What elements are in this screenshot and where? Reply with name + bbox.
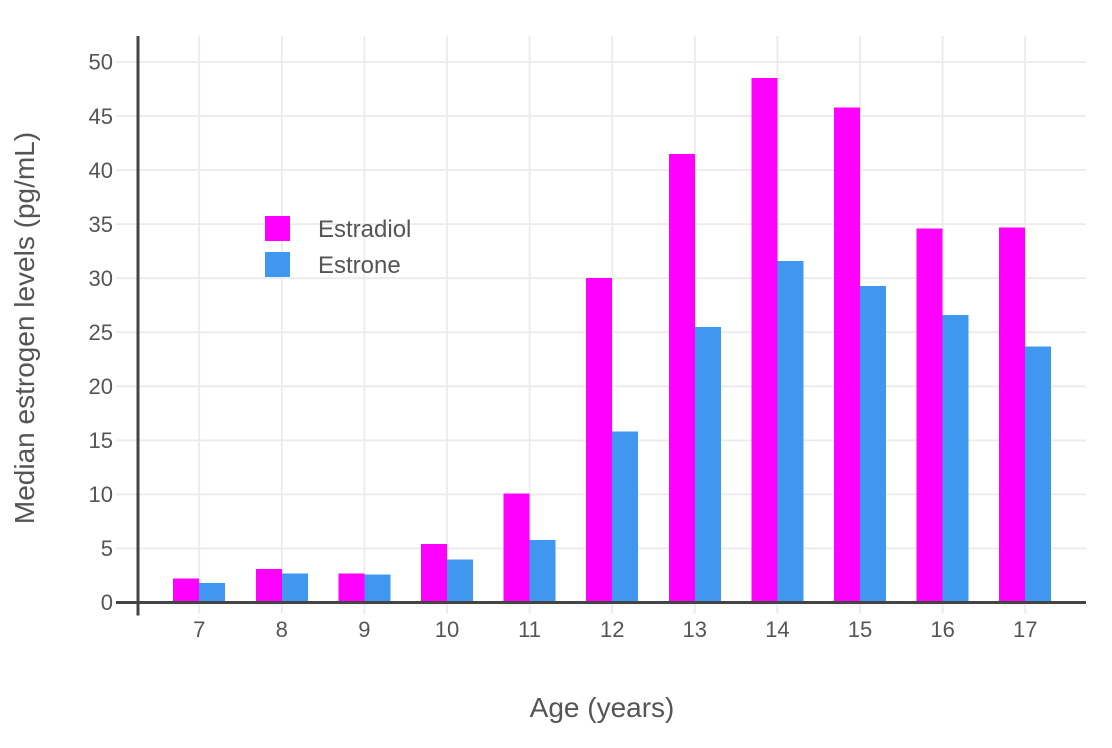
legend: Estradiol Estrone [265, 216, 411, 279]
bar-estradiol-age-11 [503, 493, 530, 603]
bar-estradiol-age-16 [916, 228, 943, 603]
bar-estradiol-age-9 [338, 573, 365, 603]
bar-estrone-age-14 [777, 260, 804, 603]
y-tick-label-25: 25 [89, 320, 113, 345]
bar-estrone-age-9 [364, 574, 391, 603]
legend-item-estrone[interactable]: Estrone [265, 252, 401, 279]
x-tick-label-14: 14 [765, 617, 789, 642]
bar-estrone-age-7 [199, 583, 226, 603]
x-tick-label-9: 9 [358, 617, 370, 642]
x-tick-label-10: 10 [435, 617, 459, 642]
bar-estrone-age-10 [447, 559, 473, 603]
bar-estrone-age-13 [694, 326, 721, 603]
bar-estrone-age-16 [942, 314, 969, 603]
x-tick-label-13: 13 [683, 617, 707, 642]
y-tick-labels: 0 5 10 15 20 25 30 35 40 45 50 [89, 50, 113, 616]
x-tick-labels: 7 8 9 10 11 12 13 14 15 16 17 [193, 617, 1037, 642]
x-tick-label-11: 11 [518, 617, 541, 642]
x-tick-label-15: 15 [848, 617, 872, 642]
bars [173, 78, 1052, 603]
x-tick-label-7: 7 [193, 617, 205, 642]
bar-estradiol-age-7 [173, 578, 200, 603]
legend-swatch-estrone [265, 252, 290, 277]
y-tick-label-20: 20 [89, 374, 113, 399]
bar-estrone-age-15 [860, 285, 886, 603]
y-tick-label-0: 0 [101, 590, 113, 615]
legend-item-estradiol[interactable]: Estradiol [265, 216, 411, 243]
y-tick-label-30: 30 [89, 266, 113, 291]
legend-swatch-estradiol [265, 216, 290, 241]
y-tick-label-40: 40 [89, 158, 113, 183]
bar-estradiol-age-15 [834, 107, 860, 603]
bar-estradiol-age-14 [751, 78, 778, 603]
legend-label: Estradiol [318, 216, 411, 243]
legend-label: Estrone [318, 252, 401, 279]
bar-estradiol-age-8 [255, 568, 282, 603]
y-tick-label-45: 45 [89, 104, 113, 129]
bar-estrone-age-17 [1025, 346, 1052, 603]
axes [116, 36, 1086, 616]
x-tick-label-16: 16 [930, 617, 954, 642]
y-tick-label-15: 15 [89, 428, 113, 453]
bar-estradiol-age-17 [999, 227, 1026, 603]
bar-estrone-age-8 [281, 573, 308, 603]
y-tick-label-35: 35 [89, 212, 113, 237]
bar-estrone-age-11 [529, 539, 556, 603]
x-axis-title: Age (years) [530, 692, 675, 723]
bar-estradiol-age-12 [586, 278, 613, 603]
x-tick-label-12: 12 [600, 617, 624, 642]
bar-estrone-age-12 [612, 431, 639, 603]
x-tick-label-8: 8 [276, 617, 288, 642]
x-tick-label-17: 17 [1013, 617, 1037, 642]
bar-estradiol-age-13 [668, 153, 695, 603]
y-tick-label-10: 10 [89, 482, 113, 507]
bar-estradiol-age-10 [421, 544, 447, 603]
y-tick-label-5: 5 [101, 536, 113, 561]
y-tick-label-50: 50 [89, 50, 113, 75]
y-axis-title: Median estrogen levels (pg/mL) [9, 132, 40, 524]
